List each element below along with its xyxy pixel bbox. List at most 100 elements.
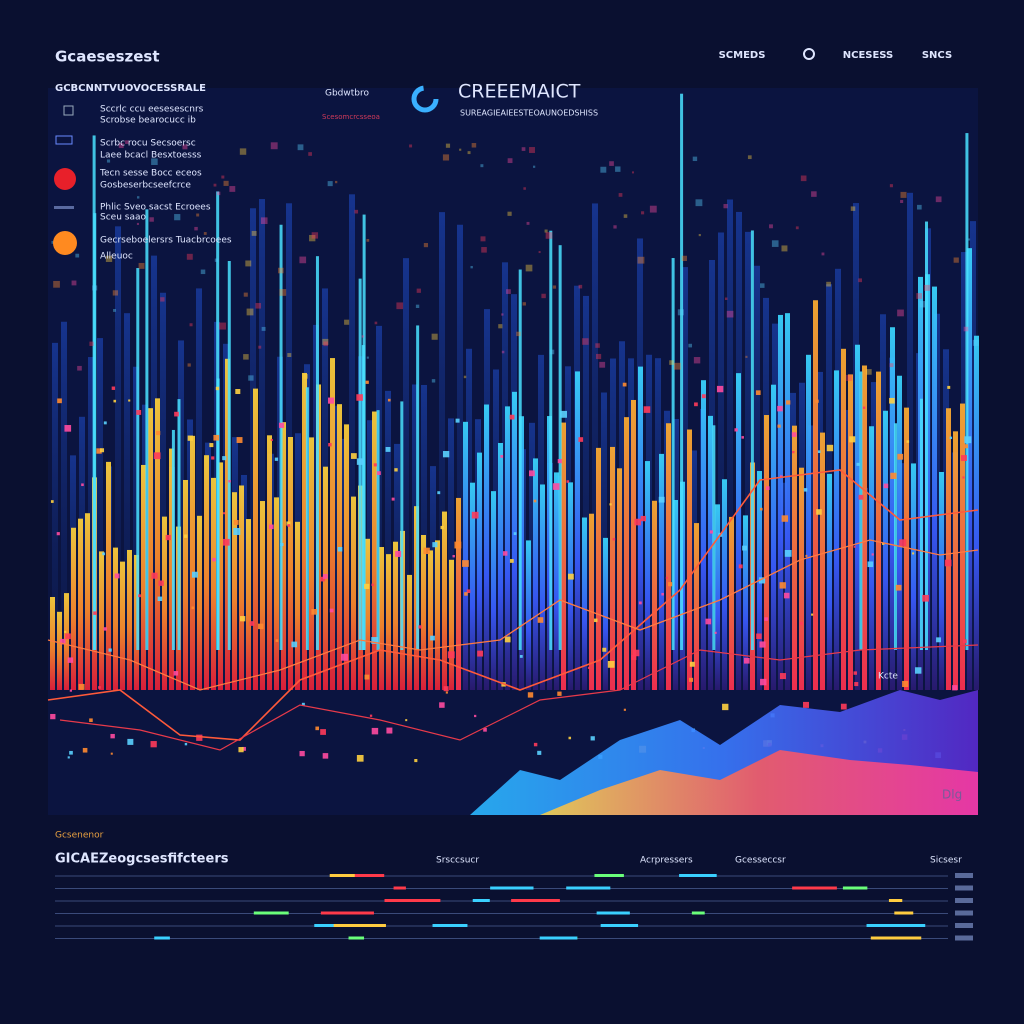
decor-dot xyxy=(567,573,574,580)
decor-bar xyxy=(190,435,195,690)
decor-dot xyxy=(246,308,254,316)
decor-dot xyxy=(320,729,326,735)
decor-bar xyxy=(61,321,67,690)
sidebar-title: GCBCNNTVUOVOCESSRALE xyxy=(55,83,206,94)
decor-dot xyxy=(110,733,115,739)
decor-bar xyxy=(196,288,202,690)
decor-bar xyxy=(722,479,727,690)
decor-dot xyxy=(447,651,455,659)
decor-bar xyxy=(813,300,818,690)
decor-spike xyxy=(712,425,716,650)
decor-bar xyxy=(701,380,706,690)
decor-bar xyxy=(596,447,601,690)
decor-bar xyxy=(351,496,356,690)
decor-bar xyxy=(71,527,76,690)
decor-spike xyxy=(145,209,149,650)
decor-dot xyxy=(439,702,445,708)
decor-bar xyxy=(309,437,314,690)
decor-bar xyxy=(407,574,412,690)
decor-dot xyxy=(459,148,462,151)
decor-dot xyxy=(528,470,535,477)
decor-dot xyxy=(278,267,284,274)
decor-bar xyxy=(232,492,237,690)
decor-dot xyxy=(386,727,393,734)
nav-link[interactable]: NCESESS xyxy=(843,50,894,61)
decor-dot xyxy=(566,480,570,483)
decor-spike xyxy=(171,429,175,650)
decor-dot xyxy=(223,512,226,515)
decor-dot xyxy=(445,691,448,694)
decor-dot xyxy=(477,650,484,657)
decor-dot xyxy=(127,738,134,745)
decor-dot xyxy=(935,196,942,203)
nav-link[interactable]: SNCS xyxy=(922,50,952,61)
decor-dot xyxy=(595,343,600,348)
item-text: Tecn sesse Bocc eceos xyxy=(99,169,202,179)
decor-dot xyxy=(949,436,953,440)
decor-dot xyxy=(963,444,968,449)
decor-dot xyxy=(866,369,872,375)
decor-dot xyxy=(795,226,799,230)
decor-bar xyxy=(911,463,916,690)
decor-dot xyxy=(641,211,645,215)
decor-dot xyxy=(506,289,511,294)
banner-subtitle: SUREAGIEAIEESTEOAUNOEDSHISS xyxy=(460,109,598,118)
decor-spike xyxy=(925,221,929,651)
decor-dot xyxy=(309,234,316,242)
decor-dot xyxy=(631,655,637,661)
decor-bar xyxy=(827,473,832,690)
decor-dot xyxy=(922,594,929,602)
decor-dot xyxy=(791,432,797,437)
decor-bar xyxy=(682,267,688,690)
decor-bar xyxy=(106,461,111,690)
decor-bar xyxy=(267,435,272,690)
decor-dot xyxy=(361,335,364,338)
decor-dot xyxy=(631,171,634,174)
decor-bar xyxy=(449,559,454,690)
decor-dot xyxy=(533,742,538,747)
table-section: Gcsenenor xyxy=(55,831,104,841)
decor-dot xyxy=(769,224,773,229)
decor-dot xyxy=(437,491,441,495)
row-segment xyxy=(594,874,624,877)
decor-dot xyxy=(69,689,72,692)
decor-dot xyxy=(233,528,241,535)
decor-dot xyxy=(184,742,188,746)
decor-bar xyxy=(659,453,664,690)
decor-dot xyxy=(537,750,542,755)
decor-dot xyxy=(612,537,616,541)
decor-bar xyxy=(386,554,391,690)
decor-dot xyxy=(961,455,967,461)
nav-link[interactable]: SCMEDS xyxy=(719,50,766,61)
item-icon xyxy=(55,135,73,145)
decor-dot xyxy=(800,175,807,182)
decor-bar xyxy=(344,424,349,690)
decor-dot xyxy=(327,397,335,404)
decor-dot xyxy=(238,747,244,753)
decor-dot xyxy=(643,406,651,413)
decor-dot xyxy=(356,754,364,762)
decor-dot xyxy=(214,258,219,262)
nav-icon[interactable] xyxy=(803,48,815,60)
row-cell xyxy=(955,898,973,903)
decor-dot xyxy=(377,471,381,476)
decor-dot xyxy=(315,726,320,731)
decor-dot xyxy=(816,509,822,515)
row-segment xyxy=(842,886,868,890)
decor-dot xyxy=(286,521,291,526)
decor-dot xyxy=(414,759,418,763)
decor-bar xyxy=(225,358,230,690)
item-text: Gecrseboelersrs Tuacbrcoees xyxy=(100,236,232,246)
decor-bar xyxy=(85,513,90,690)
row-segment xyxy=(320,911,374,915)
decor-dot xyxy=(409,144,413,148)
decor-bar xyxy=(211,477,216,690)
decor-dot xyxy=(371,583,374,587)
decor-dot xyxy=(108,648,112,652)
decor-bar xyxy=(428,550,433,690)
decor-dot xyxy=(471,511,479,519)
decor-bar xyxy=(421,534,426,690)
decor-dot xyxy=(431,379,436,383)
decor-dot xyxy=(538,251,541,254)
decor-dot xyxy=(745,355,748,358)
